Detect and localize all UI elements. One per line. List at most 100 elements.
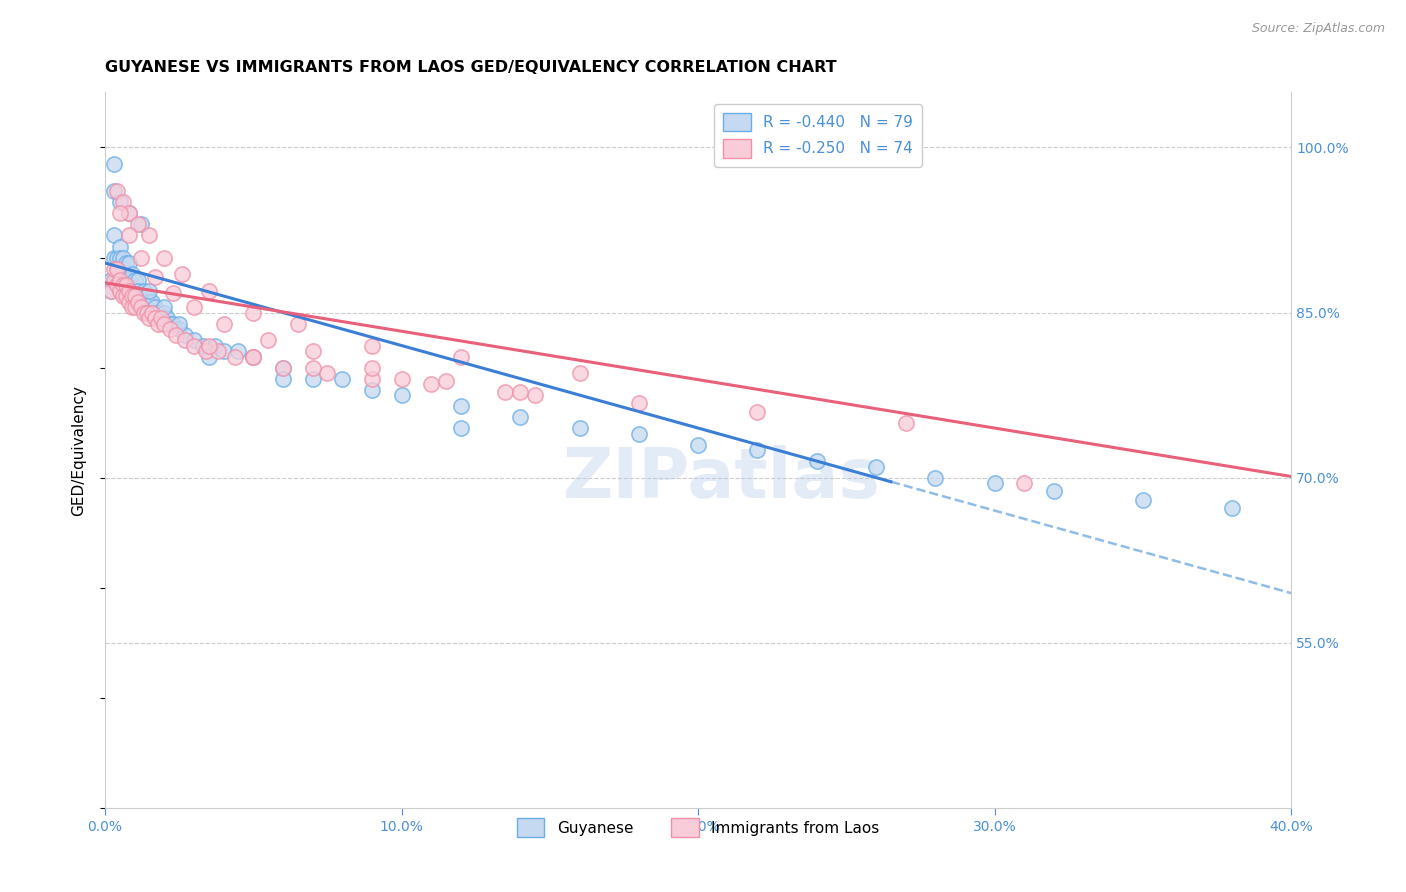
Point: [124, 300, 146, 314]
Point: [103, 185, 125, 199]
Point: [129, 300, 152, 314]
Point: [135, 300, 157, 314]
Point: [271, 371, 294, 385]
Point: [138, 284, 160, 298]
Point: [129, 300, 152, 314]
Point: [568, 366, 591, 380]
Point: [129, 289, 152, 303]
Point: [135, 305, 157, 319]
Point: [162, 285, 184, 300]
Point: [124, 289, 146, 303]
Point: [316, 366, 339, 380]
Point: [118, 294, 141, 309]
Point: [509, 384, 531, 399]
Point: [108, 251, 131, 265]
Point: [100, 284, 122, 298]
Point: [1220, 501, 1243, 516]
Point: [132, 294, 155, 309]
Text: ZIPatlas: ZIPatlas: [562, 445, 880, 512]
Point: [204, 338, 226, 352]
Point: [207, 344, 229, 359]
Point: [145, 270, 167, 285]
Point: [287, 317, 309, 331]
Point: [103, 157, 125, 171]
Point: [108, 195, 131, 210]
Point: [127, 294, 149, 309]
Point: [494, 384, 516, 399]
Point: [165, 327, 187, 342]
Point: [103, 261, 125, 276]
Point: [391, 388, 413, 402]
Point: [127, 218, 149, 232]
Point: [361, 360, 384, 375]
Point: [167, 322, 190, 336]
Point: [121, 267, 143, 281]
Point: [121, 300, 143, 314]
Point: [118, 206, 141, 220]
Point: [212, 317, 235, 331]
Point: [391, 371, 413, 385]
Point: [127, 272, 149, 286]
Point: [984, 476, 1007, 491]
Point: [111, 284, 134, 298]
Point: [450, 421, 472, 435]
Point: [301, 371, 323, 385]
Point: [121, 289, 143, 303]
Point: [420, 377, 443, 392]
Point: [124, 272, 146, 286]
Point: [688, 437, 710, 451]
Point: [141, 294, 163, 309]
Point: [105, 261, 128, 276]
Point: [183, 300, 205, 314]
Point: [242, 305, 264, 319]
Point: [271, 360, 294, 375]
Point: [121, 284, 143, 298]
Point: [865, 459, 887, 474]
Point: [150, 311, 173, 326]
Point: [132, 284, 155, 298]
Point: [141, 305, 163, 319]
Text: Source: ZipAtlas.com: Source: ZipAtlas.com: [1251, 22, 1385, 36]
Point: [174, 327, 197, 342]
Point: [242, 350, 264, 364]
Point: [111, 195, 134, 210]
Y-axis label: GED/Equivalency: GED/Equivalency: [72, 384, 86, 516]
Point: [129, 218, 152, 232]
Point: [301, 344, 323, 359]
Point: [132, 305, 155, 319]
Point: [108, 239, 131, 253]
Point: [111, 289, 134, 303]
Point: [100, 284, 122, 298]
Point: [1043, 483, 1066, 498]
Point: [108, 284, 131, 298]
Point: [148, 305, 170, 319]
Point: [159, 322, 181, 336]
Point: [242, 350, 264, 364]
Point: [162, 317, 184, 331]
Point: [135, 289, 157, 303]
Point: [118, 256, 141, 270]
Point: [148, 317, 170, 331]
Point: [172, 267, 194, 281]
Point: [509, 410, 531, 425]
Point: [153, 317, 176, 331]
Point: [1014, 476, 1036, 491]
Point: [1132, 492, 1154, 507]
Point: [150, 311, 173, 326]
Point: [627, 426, 650, 441]
Point: [114, 256, 136, 270]
Point: [450, 350, 472, 364]
Point: [228, 344, 250, 359]
Point: [747, 443, 769, 458]
Point: [224, 350, 246, 364]
Point: [114, 289, 136, 303]
Point: [100, 272, 122, 286]
Point: [153, 305, 176, 319]
Point: [924, 470, 946, 484]
Point: [103, 272, 125, 286]
Point: [105, 251, 128, 265]
Point: [118, 206, 141, 220]
Point: [108, 206, 131, 220]
Point: [434, 374, 457, 388]
Point: [145, 311, 167, 326]
